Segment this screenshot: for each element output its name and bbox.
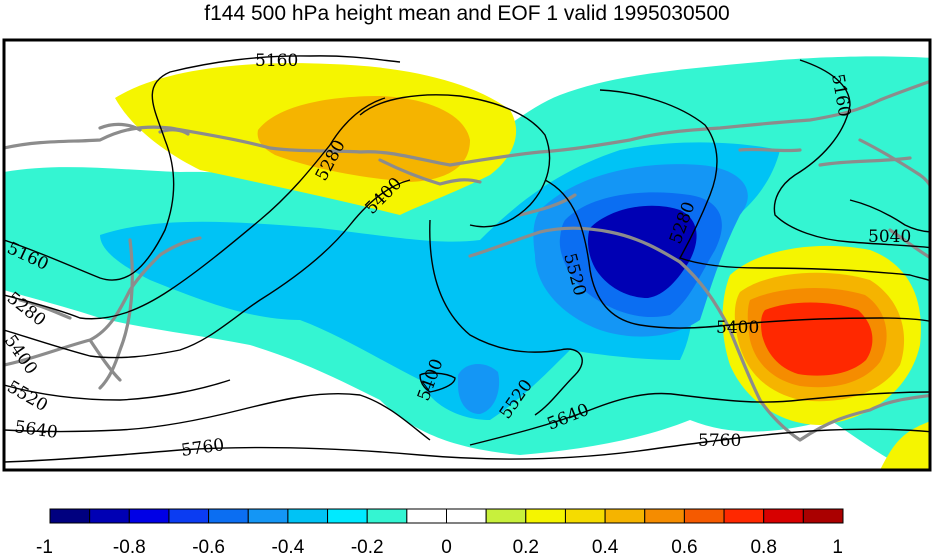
contour-label: 5640: [13, 417, 59, 443]
eof-positive-north-orange: [257, 96, 470, 182]
height-contours: [4, 55, 930, 463]
contour-label: 5160: [255, 51, 298, 71]
contour-5760: [4, 428, 930, 463]
coastline-north-america: [678, 260, 930, 442]
contour-5400-east: [544, 179, 930, 329]
contour-5400-middle: [359, 94, 551, 228]
colorbar-tick-label: -1: [36, 537, 53, 558]
colorbar-swatch: [327, 508, 368, 524]
colorbar-swatch: [564, 508, 606, 524]
colorbar-swatch: [723, 508, 765, 524]
colorbar-swatch: [683, 508, 725, 524]
colorbar-tick-label: -0.4: [272, 537, 305, 558]
coastlines: [4, 79, 930, 442]
contour-5040-east: [849, 199, 930, 233]
colorbar-swatch: [446, 508, 487, 524]
colorbar-tick-label: 0.6: [671, 537, 697, 558]
colorbar-swatch: [287, 508, 329, 524]
coastline-aleutians: [468, 226, 682, 264]
colorbar-swatch: [208, 508, 249, 524]
colorbar-swatch: [168, 508, 210, 524]
colorbar-swatch: [763, 508, 804, 524]
contour-5520-middle: [429, 219, 583, 416]
map-title: f144 500 hPa height mean and EOF 1 valid…: [204, 2, 730, 25]
colorbar-swatch: [128, 508, 170, 524]
map-frame: [2, 38, 932, 472]
colorbar-swatch: [604, 508, 646, 524]
eof-negative-max: [587, 205, 697, 298]
contour-label: 5520: [4, 377, 51, 416]
colorbar-swatch: [525, 508, 566, 524]
coastline-north: [4, 79, 930, 167]
colorbar-swatch: [366, 508, 408, 524]
colorbar-swatch: [802, 508, 844, 524]
eof-negative-small-cell: [458, 364, 500, 414]
contour-5160-east: [773, 59, 930, 249]
colorbar-swatch: [247, 508, 289, 524]
contour-label: 5400: [0, 331, 41, 378]
coastline-alaska-bering: [378, 158, 577, 217]
map-plot-area: 5160 5160 5280 5400 5280 5520 5040 5160 …: [0, 51, 930, 470]
colorbar-swatch: [406, 508, 448, 524]
contour-5520-west: [4, 379, 231, 401]
colorbar-tick-label: 0.4: [592, 537, 619, 558]
colorbar-tick-label: 1: [832, 537, 843, 558]
colorbar-tick-label: -0.6: [192, 537, 225, 558]
colorbar-tick-label: 0.8: [750, 537, 776, 558]
contour-5640-west: [4, 392, 431, 441]
contour-label: 5400: [716, 318, 759, 338]
contour-label: 5040: [868, 227, 911, 247]
coastline-north-islands: [98, 122, 912, 167]
colorbar: [49, 508, 844, 524]
colorbar-swatch: [485, 508, 527, 524]
contour-5640-east: [469, 391, 930, 446]
colorbar-swatch: [644, 508, 685, 524]
contour-5400-center-cell: [419, 372, 456, 393]
colorbar-swatch: [89, 508, 130, 524]
colorbar-ticks: -1 -0.8 -0.6 -0.4 -0.2 0 0.2 0.4 0.6 0.8 1: [36, 537, 843, 558]
colorbar-tick-label: -0.8: [113, 537, 146, 558]
contour-label: 5760: [180, 435, 226, 461]
colorbar-swatch: [49, 508, 91, 524]
eof-positive-far-east-edge: [880, 421, 930, 470]
coastline-japan: [98, 238, 134, 390]
contour-5400-west: [4, 179, 411, 359]
colorbar-tick-label: 0: [441, 537, 452, 558]
contour-label: 5760: [698, 431, 741, 451]
colorbar-tick-label: -0.2: [351, 537, 384, 558]
contour-5160-west: [4, 55, 401, 281]
contour-5280-west: [4, 97, 386, 320]
contour-5280-east: [599, 89, 930, 282]
colorbar-tick-label: 0.2: [513, 537, 539, 558]
